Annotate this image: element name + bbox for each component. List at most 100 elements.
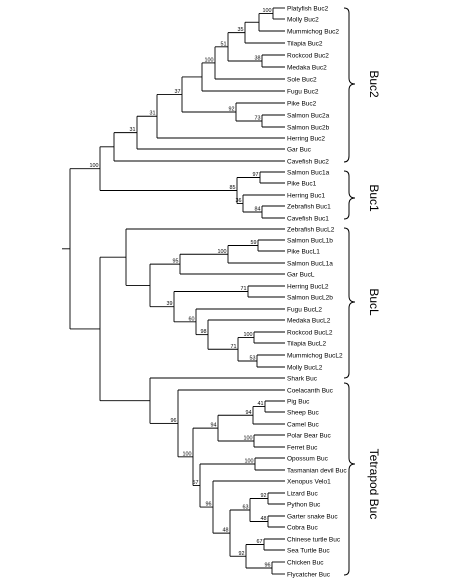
tree-branches — [62, 7, 285, 575]
bootstrap-value: 94 — [211, 423, 217, 429]
bootstrap-value: 100 — [218, 249, 227, 255]
clade-brace-bucl — [343, 227, 356, 379]
tip-label: Cavefish Buc1 — [287, 215, 329, 222]
bootstrap-value: 35 — [238, 27, 244, 33]
tip-label: Sole Buc2 — [287, 76, 317, 83]
clade-label-bucl: BucL — [367, 288, 381, 316]
tip-label: Sheep Buc — [287, 409, 320, 416]
tip-label: Salmon BucL1a — [287, 260, 333, 267]
tip-label: Molly BucL2 — [287, 364, 323, 371]
bootstrap-value: 73 — [255, 116, 261, 122]
tip-label: Pig Buc — [287, 398, 310, 405]
tip-labels: Platyfish Buc2 Molly Buc2 Mummichog Buc2 Ti… — [287, 5, 347, 578]
bootstrap-value: 96 — [265, 563, 271, 569]
bootstrap-value: 100 — [205, 57, 214, 63]
bootstrap-value: 100 — [244, 332, 253, 338]
bootstrap-value: 48 — [261, 516, 267, 522]
tip-label: Chicken Buc — [287, 559, 324, 566]
tip-label: Xenopus Velo1 — [287, 478, 331, 485]
tip-label: Medaka Buc2 — [287, 64, 327, 71]
tip-label: Herring Buc2 — [287, 135, 325, 142]
tip-label: Chinese turtle Buc — [287, 536, 341, 543]
bootstrap-value: 84 — [255, 207, 261, 213]
tip-label: Rockcod Buc2 — [287, 52, 329, 59]
bootstrap-value: 96 — [171, 418, 177, 424]
tip-label: Herring Buc1 — [287, 192, 325, 199]
tip-label: Rockcod BucL2 — [287, 329, 333, 336]
tip-label: Zebrafish Buc1 — [287, 203, 331, 210]
tip-label: Salmon Buc1a — [287, 169, 330, 176]
tip-label: Garter snake Buc — [287, 513, 338, 520]
tip-label: Python Buc — [287, 501, 321, 508]
clade-brace-buc1 — [343, 170, 356, 220]
tip-label: Pike BucL1 — [287, 248, 320, 255]
tip-label: Tilapia BucL2 — [287, 340, 327, 347]
tip-label: Sea Turtle Buc — [287, 547, 330, 554]
clade-brace-tetrapod — [343, 382, 356, 576]
tip-label: Salmon Buc2a — [287, 112, 330, 119]
tip-label: Camel Buc — [287, 421, 320, 428]
tip-label: Polar Bear Buc — [287, 432, 331, 439]
tip-label: Pike Buc2 — [287, 100, 317, 107]
bootstrap-value: 92 — [239, 551, 245, 557]
bootstrap-value: 39 — [167, 301, 173, 307]
tip-label: Lizard Buc — [287, 490, 318, 497]
bootstrap-value: 92 — [261, 493, 267, 499]
bootstrap-value: 100 — [244, 436, 253, 442]
tip-label: Tasmanian devil Buc — [287, 467, 347, 474]
tip-label: Molly Buc2 — [287, 16, 319, 23]
bootstrap-value: 100 — [90, 163, 99, 169]
bootstrap-value: 48 — [223, 528, 229, 534]
tip-label: Fugu Buc2 — [287, 88, 319, 95]
tip-label: Ferret Buc — [287, 444, 318, 451]
bootstrap-labels: 100 35 38 51 100 73 92 37 31 31 97 84 36 85 100 59 100 95… — [90, 8, 272, 569]
bootstrap-value: 92 — [229, 107, 235, 113]
bootstrap-value: 51 — [221, 41, 227, 47]
tip-label: Salmon BucL1b — [287, 237, 333, 244]
tip-label: Mummichog BucL2 — [287, 352, 343, 359]
bootstrap-value: 100 — [245, 459, 254, 465]
bootstrap-value: 67 — [257, 539, 263, 545]
tip-label: Platyfish Buc2 — [287, 5, 329, 12]
bootstrap-value: 85 — [230, 185, 236, 191]
tip-label: Gar BucL — [287, 271, 315, 278]
bootstrap-value: 59 — [251, 240, 257, 246]
bootstrap-value: 100 — [183, 451, 192, 457]
tip-label: Medaka BucL2 — [287, 317, 331, 324]
bootstrap-value: 60 — [189, 316, 195, 322]
tip-label: Salmon BucL2b — [287, 294, 333, 301]
bootstrap-value: 97 — [253, 172, 259, 178]
tip-label: Opossum Buc — [287, 455, 329, 462]
tip-label: Cavefish Buc2 — [287, 158, 329, 165]
bootstrap-value: 95 — [173, 259, 179, 265]
bootstrap-value: 53 — [250, 356, 256, 362]
tip-label: Flycatcher Buc — [287, 571, 331, 578]
tip-label: Tilapia Buc2 — [287, 40, 323, 47]
tip-label: Cobra Buc — [287, 524, 318, 531]
bootstrap-value: 37 — [175, 89, 181, 95]
clade-brace-buc2 — [343, 7, 356, 163]
bootstrap-value: 100 — [263, 8, 272, 14]
bootstrap-value: 31 — [130, 127, 136, 133]
tip-label: Fugu BucL2 — [287, 306, 322, 313]
clade-label-buc1: Buc1 — [367, 184, 381, 212]
tip-label: Zebrafish BucL2 — [287, 226, 335, 233]
bootstrap-value: 94 — [246, 410, 252, 416]
tip-label: Salmon Buc2b — [287, 124, 330, 131]
bootstrap-value: 57 — [193, 480, 199, 486]
bootstrap-value: 96 — [206, 502, 212, 508]
bootstrap-value: 71 — [241, 286, 247, 292]
bootstrap-value: 41 — [258, 401, 264, 407]
tip-label: Pike Buc1 — [287, 180, 317, 187]
tip-label: Gar Buc — [287, 146, 312, 153]
clade-label-tetrapod: Tetrapod Buc — [367, 449, 381, 520]
bootstrap-value: 38 — [255, 56, 261, 62]
bootstrap-value: 98 — [201, 329, 207, 335]
tip-label: Mummichog Buc2 — [287, 28, 339, 35]
tip-label: Coelacanth Buc — [287, 387, 334, 394]
bootstrap-value: 36 — [236, 198, 242, 204]
tip-label: Shark Buc — [287, 375, 318, 382]
bootstrap-value: 71 — [231, 344, 237, 350]
clade-label-buc2: Buc2 — [367, 70, 381, 98]
